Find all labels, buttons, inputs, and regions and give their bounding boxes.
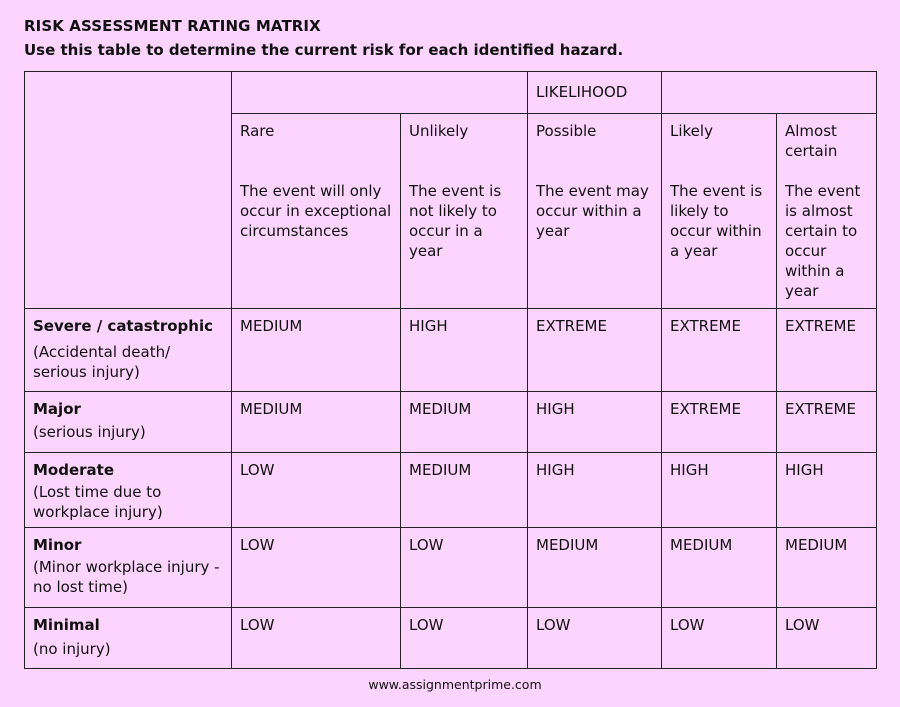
rating-cell: LOW — [776, 607, 877, 669]
rating-cell: LOW — [661, 607, 777, 669]
severity-cell: Minimal (no injury) — [24, 607, 232, 669]
severity-row: Major (serious injury) MEDIUM MEDIUM HIG… — [24, 391, 877, 453]
likelihood-name: Rare — [240, 122, 275, 140]
likelihood-desc: The event will only occur in exceptional… — [240, 182, 392, 240]
rating-cell: MEDIUM — [776, 527, 877, 608]
rating-cell: HIGH — [400, 308, 528, 392]
rating-cell: EXTREME — [661, 308, 777, 392]
rating-cell: MEDIUM — [231, 308, 401, 392]
severity-cell: Major (serious injury) — [24, 391, 232, 453]
risk-matrix-table: LIKELIHOOD Rare The event will only occu… — [24, 71, 877, 669]
severity-name: Moderate — [33, 461, 115, 479]
severity-desc: (serious injury) — [33, 423, 146, 441]
rating-cell: EXTREME — [661, 391, 777, 453]
likelihood-name: Unlikely — [409, 122, 469, 140]
severity-cell: Minor (Minor workplace injury - no lost … — [24, 527, 232, 608]
header-blank-cell — [231, 71, 528, 114]
likelihood-header-row: LIKELIHOOD — [24, 71, 877, 309]
severity-row: Minimal (no injury) LOW LOW LOW LOW LOW — [24, 607, 877, 669]
likelihood-name: Almost certain — [785, 122, 838, 160]
rating-cell: LOW — [527, 607, 662, 669]
likelihood-name: Possible — [536, 122, 597, 140]
rating-cell: LOW — [400, 527, 528, 608]
likelihood-desc: The event may occur within a year — [536, 182, 649, 240]
page-title: RISK ASSESSMENT RATING MATRIX — [24, 17, 321, 35]
likelihood-cell-likely: Likely The event is likely to occur with… — [661, 113, 777, 309]
likelihood-desc: The event is not likely to occur in a ye… — [409, 182, 502, 260]
severity-desc: (Minor workplace injury - no lost time) — [33, 558, 220, 596]
rating-cell: LOW — [400, 607, 528, 669]
severity-desc: (no injury) — [33, 640, 111, 658]
likelihood-cell-rare: Rare The event will only occur in except… — [231, 113, 401, 309]
page-subtitle: Use this table to determine the current … — [24, 41, 624, 59]
likelihood-header: LIKELIHOOD — [527, 71, 662, 114]
rating-cell: MEDIUM — [400, 452, 528, 528]
likelihood-name: Likely — [670, 122, 713, 140]
severity-name: Minor — [33, 536, 82, 554]
rating-cell: LOW — [231, 452, 401, 528]
rating-cell: MEDIUM — [400, 391, 528, 453]
rating-cell: EXTREME — [776, 391, 877, 453]
rating-cell: MEDIUM — [527, 527, 662, 608]
rating-cell: HIGH — [776, 452, 877, 528]
severity-cell: Moderate (Lost time due to workplace inj… — [24, 452, 232, 528]
rating-cell: EXTREME — [776, 308, 877, 392]
rating-cell: HIGH — [661, 452, 777, 528]
severity-name: Minimal — [33, 616, 100, 634]
rating-cell: LOW — [231, 607, 401, 669]
corner-cell — [24, 71, 232, 309]
rating-cell: MEDIUM — [661, 527, 777, 608]
rating-cell: LOW — [231, 527, 401, 608]
likelihood-cell-possible: Possible The event may occur within a ye… — [527, 113, 662, 309]
rating-cell: HIGH — [527, 391, 662, 453]
severity-desc: (Lost time due to workplace injury) — [33, 483, 163, 521]
likelihood-cell-unlikely: Unlikely The event is not likely to occu… — [400, 113, 528, 309]
severity-cell: Severe / catastrophic (Accidental death/… — [24, 308, 232, 392]
likelihood-cell-almost-certain: Almost certain The event is almost certa… — [776, 113, 877, 309]
likelihood-desc: The event is likely to occur within a ye… — [670, 182, 763, 260]
rating-cell: MEDIUM — [231, 391, 401, 453]
severity-row: Minor (Minor workplace injury - no lost … — [24, 527, 877, 608]
severity-row: Severe / catastrophic (Accidental death/… — [24, 308, 877, 392]
footer-website: www.assignmentprime.com — [368, 677, 542, 692]
severity-row: Moderate (Lost time due to workplace inj… — [24, 452, 877, 528]
header-blank-cell — [661, 71, 877, 114]
rating-cell: HIGH — [527, 452, 662, 528]
likelihood-desc: The event is almost certain to occur wit… — [785, 182, 861, 300]
severity-name: Major — [33, 400, 81, 418]
rating-cell: EXTREME — [527, 308, 662, 392]
severity-desc: (Accidental death/ serious injury) — [33, 343, 171, 381]
severity-name: Severe / catastrophic — [33, 317, 213, 335]
likelihood-levels-row: Rare The event will only occur in except… — [25, 113, 877, 309]
